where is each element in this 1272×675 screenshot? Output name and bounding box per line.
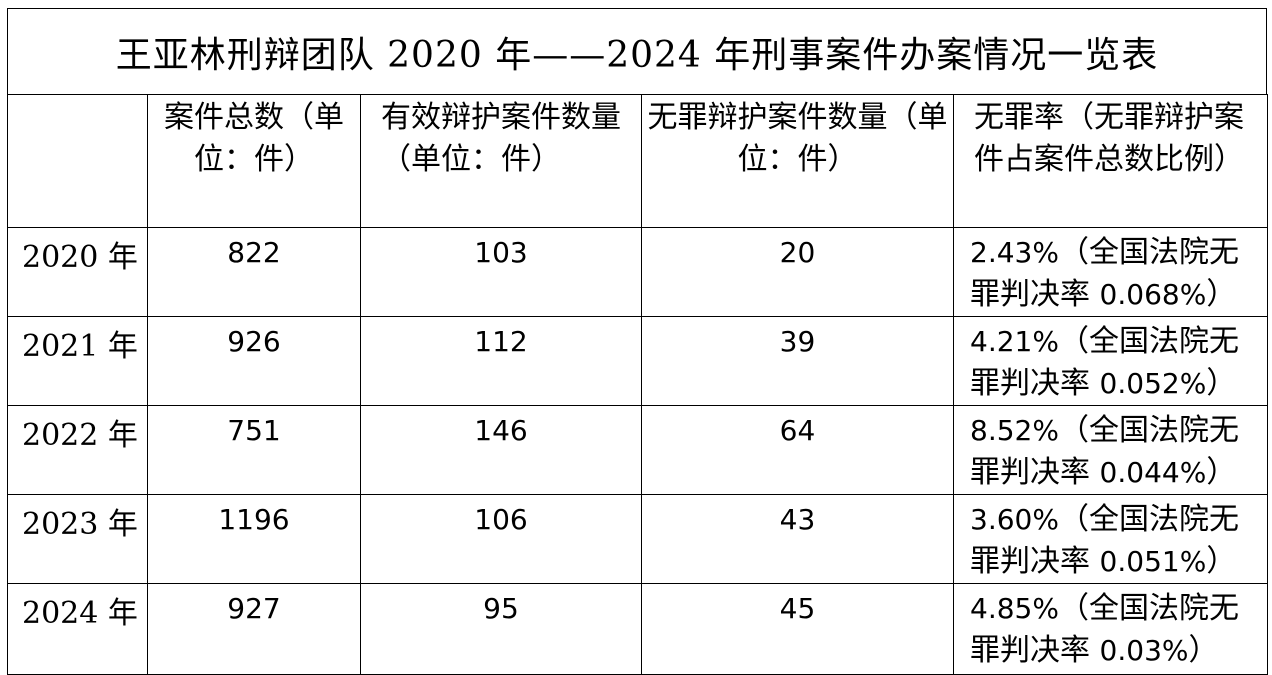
year-cell: 2022 年 (7, 405, 148, 495)
header-total-cases: 案件总数（单位：件） (147, 94, 361, 228)
team-rate: 8.52% (970, 414, 1059, 447)
innocent-defense-cell: 64 (641, 405, 954, 495)
header-row: 案件总数（单位：件） 有效辩护案件数量（单位：件） 无罪辩护案件数量（单位：件）… (7, 94, 1268, 228)
innocent-defense-cell: 45 (641, 583, 954, 675)
team-rate: 4.85% (970, 592, 1059, 625)
effective-defense-cell: 112 (360, 316, 642, 406)
national-rate-label: （全国法院无罪判决率 (970, 591, 1239, 668)
total-cases-cell: 927 (147, 583, 361, 675)
national-rate-close: ） (1206, 366, 1237, 401)
innocence-rate-cell: 2.43%（全国法院无罪判决率 0.068%） (953, 227, 1268, 317)
header-effective-defense: 有效辩护案件数量（单位：件） (360, 94, 642, 228)
effective-defense-cell: 106 (360, 494, 642, 584)
national-rate-close: ） (1188, 633, 1219, 668)
year-cell: 2024 年 (7, 583, 148, 675)
innocence-rate-cell: 3.60%（全国法院无罪判决率 0.051%） (953, 494, 1268, 584)
national-rate: 0.03% (1099, 634, 1189, 667)
effective-defense-cell: 146 (360, 405, 642, 495)
document-title: 王亚林刑辩团队 2020 年——2024 年刑事案件办案情况一览表 (7, 8, 1267, 94)
total-cases-cell: 926 (147, 316, 361, 406)
effective-defense-cell: 95 (360, 583, 642, 675)
table-row: 2021 年 926 112 39 4.21%（全国法院无罪判决率 0.052%… (7, 316, 1268, 406)
national-rate-close: ） (1206, 455, 1237, 490)
effective-defense-cell: 103 (360, 227, 642, 317)
year-cell: 2023 年 (7, 494, 148, 584)
innocent-defense-cell: 20 (641, 227, 954, 317)
year-cell: 2020 年 (7, 227, 148, 317)
national-rate-label: （全国法院无罪判决率 (970, 235, 1239, 312)
team-rate: 4.21% (970, 325, 1059, 358)
case-statistics-table: 案件总数（单位：件） 有效辩护案件数量（单位：件） 无罪辩护案件数量（单位：件）… (7, 94, 1268, 675)
national-rate: 0.051% (1099, 545, 1207, 578)
innocent-defense-cell: 39 (641, 316, 954, 406)
national-rate: 0.044% (1099, 456, 1207, 489)
national-rate-close: ） (1206, 544, 1237, 579)
table-row: 2024 年 927 95 45 4.85%（全国法院无罪判决率 0.03%） (7, 583, 1268, 675)
team-rate: 2.43% (970, 236, 1059, 269)
innocence-rate-cell: 4.85%（全国法院无罪判决率 0.03%） (953, 583, 1268, 675)
table-row: 2022 年 751 146 64 8.52%（全国法院无罪判决率 0.044%… (7, 405, 1268, 495)
year-cell: 2021 年 (7, 316, 148, 406)
team-rate: 3.60% (970, 503, 1059, 536)
table-row: 2023 年 1196 106 43 3.60%（全国法院无罪判决率 0.051… (7, 494, 1268, 584)
header-innocent-defense: 无罪辩护案件数量（单位：件） (641, 94, 954, 228)
national-rate: 0.052% (1099, 367, 1207, 400)
total-cases-cell: 822 (147, 227, 361, 317)
national-rate: 0.068% (1099, 278, 1207, 311)
innocent-defense-cell: 43 (641, 494, 954, 584)
table-row: 2020 年 822 103 20 2.43%（全国法院无罪判决率 0.068%… (7, 227, 1268, 317)
national-rate-label: （全国法院无罪判决率 (970, 502, 1239, 579)
national-rate-close: ） (1206, 277, 1237, 312)
header-year (7, 94, 148, 228)
innocence-rate-cell: 4.21%（全国法院无罪判决率 0.052%） (953, 316, 1268, 406)
national-rate-label: （全国法院无罪判决率 (970, 413, 1239, 490)
header-innocence-rate: 无罪率（无罪辩护案件占案件总数比例） (953, 94, 1268, 228)
innocence-rate-cell: 8.52%（全国法院无罪判决率 0.044%） (953, 405, 1268, 495)
total-cases-cell: 1196 (147, 494, 361, 584)
total-cases-cell: 751 (147, 405, 361, 495)
national-rate-label: （全国法院无罪判决率 (970, 324, 1239, 401)
